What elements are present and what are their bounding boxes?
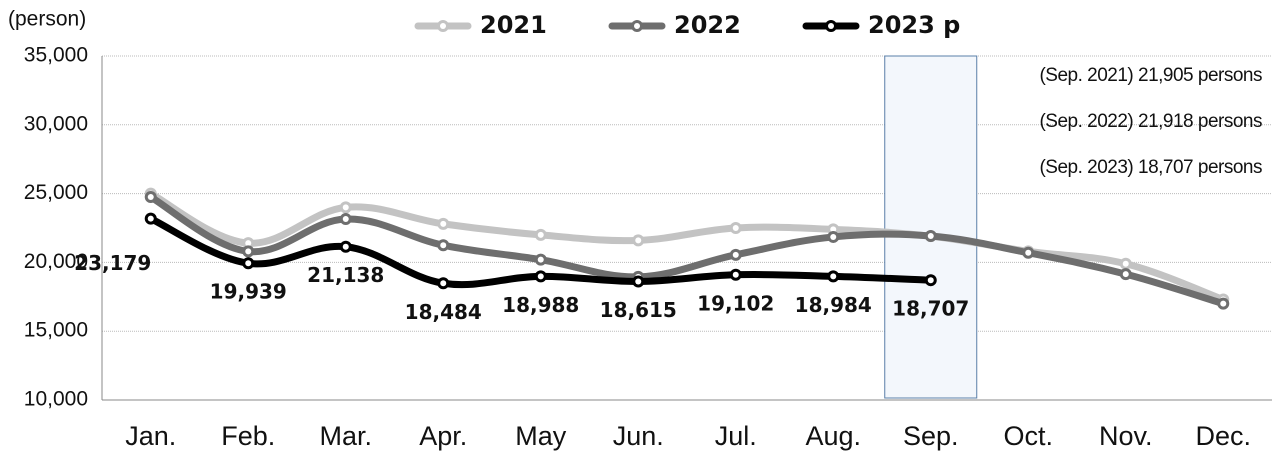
marker-center [342,243,349,250]
marker-center [732,251,739,258]
data-label: 19,102 [697,291,774,315]
marker-center [732,225,739,231]
data-label: 18,988 [502,293,579,317]
marker-center [537,231,544,238]
marker-center [342,216,349,223]
data-label: 18,484 [405,300,482,324]
y-tick-label: 20,000 [24,250,88,273]
series-line [148,193,1225,308]
x-tick-label: Nov. [1099,421,1153,451]
marker-center [635,278,642,285]
marker-center [1220,300,1227,307]
marker-center [245,240,252,247]
x-tick-label: Feb. [221,421,275,451]
marker-center [1122,260,1129,267]
x-tick-label: Jul. [715,421,757,451]
legend-label: 2021 [480,11,547,39]
x-tick-label: Dec. [1195,421,1251,451]
data-label: 19,939 [210,280,287,304]
y-tick-label: 25,000 [24,181,88,204]
marker-center [830,226,837,233]
marker-center [1122,271,1129,278]
series-line [149,215,931,289]
marker-center [440,220,447,227]
marker-center [440,280,447,287]
data-label: 23,179 [74,251,151,275]
data-label: 21,138 [307,263,384,287]
x-tick-label: Aug. [805,421,861,451]
marker-center [147,194,154,201]
marker-center [537,273,544,280]
x-tick-label: Jan. [125,421,176,451]
x-tick-label: Jun. [613,421,664,451]
y-tick-label: 15,000 [24,319,88,342]
marker-center [245,248,252,255]
y-tick-label: 30,000 [24,112,88,135]
marker-center [927,277,934,284]
y-tick-label: 35,000 [24,44,88,67]
marker-center [245,260,252,267]
marker-center [830,233,837,240]
marker-center [342,204,349,211]
legend-marker-center [634,23,640,29]
marker-center [927,233,934,240]
data-label: 18,984 [795,293,872,317]
marker-center [147,215,154,222]
marker-center [1025,249,1032,256]
x-tick-label: May [515,421,567,451]
data-label: 18,707 [892,297,969,321]
highlight-box [884,55,978,399]
legend-label: 2022 [674,11,741,39]
annotation: (Sep. 2023) 18,707 persons [1039,157,1262,178]
y-tick-label: 10,000 [24,388,88,411]
x-tick-label: Oct. [1003,421,1053,451]
x-tick-label: Apr. [419,421,467,451]
marker-center [440,242,447,249]
legend-marker-center [440,23,446,29]
x-tick-label: Mar. [319,421,372,451]
annotation: (Sep. 2021) 21,905 persons [1039,65,1262,86]
marker-center [830,273,837,280]
marker-center [732,271,739,278]
legend-label: 2023 p [868,11,960,39]
x-tick-label: Sep. [903,421,959,451]
legend-marker-center [828,23,834,29]
marker-center [635,237,642,244]
annotation: (Sep. 2022) 21,918 persons [1039,111,1262,132]
data-label: 18,615 [600,298,677,322]
marker-center [537,256,544,263]
y-axis-label: (person) [8,8,86,31]
